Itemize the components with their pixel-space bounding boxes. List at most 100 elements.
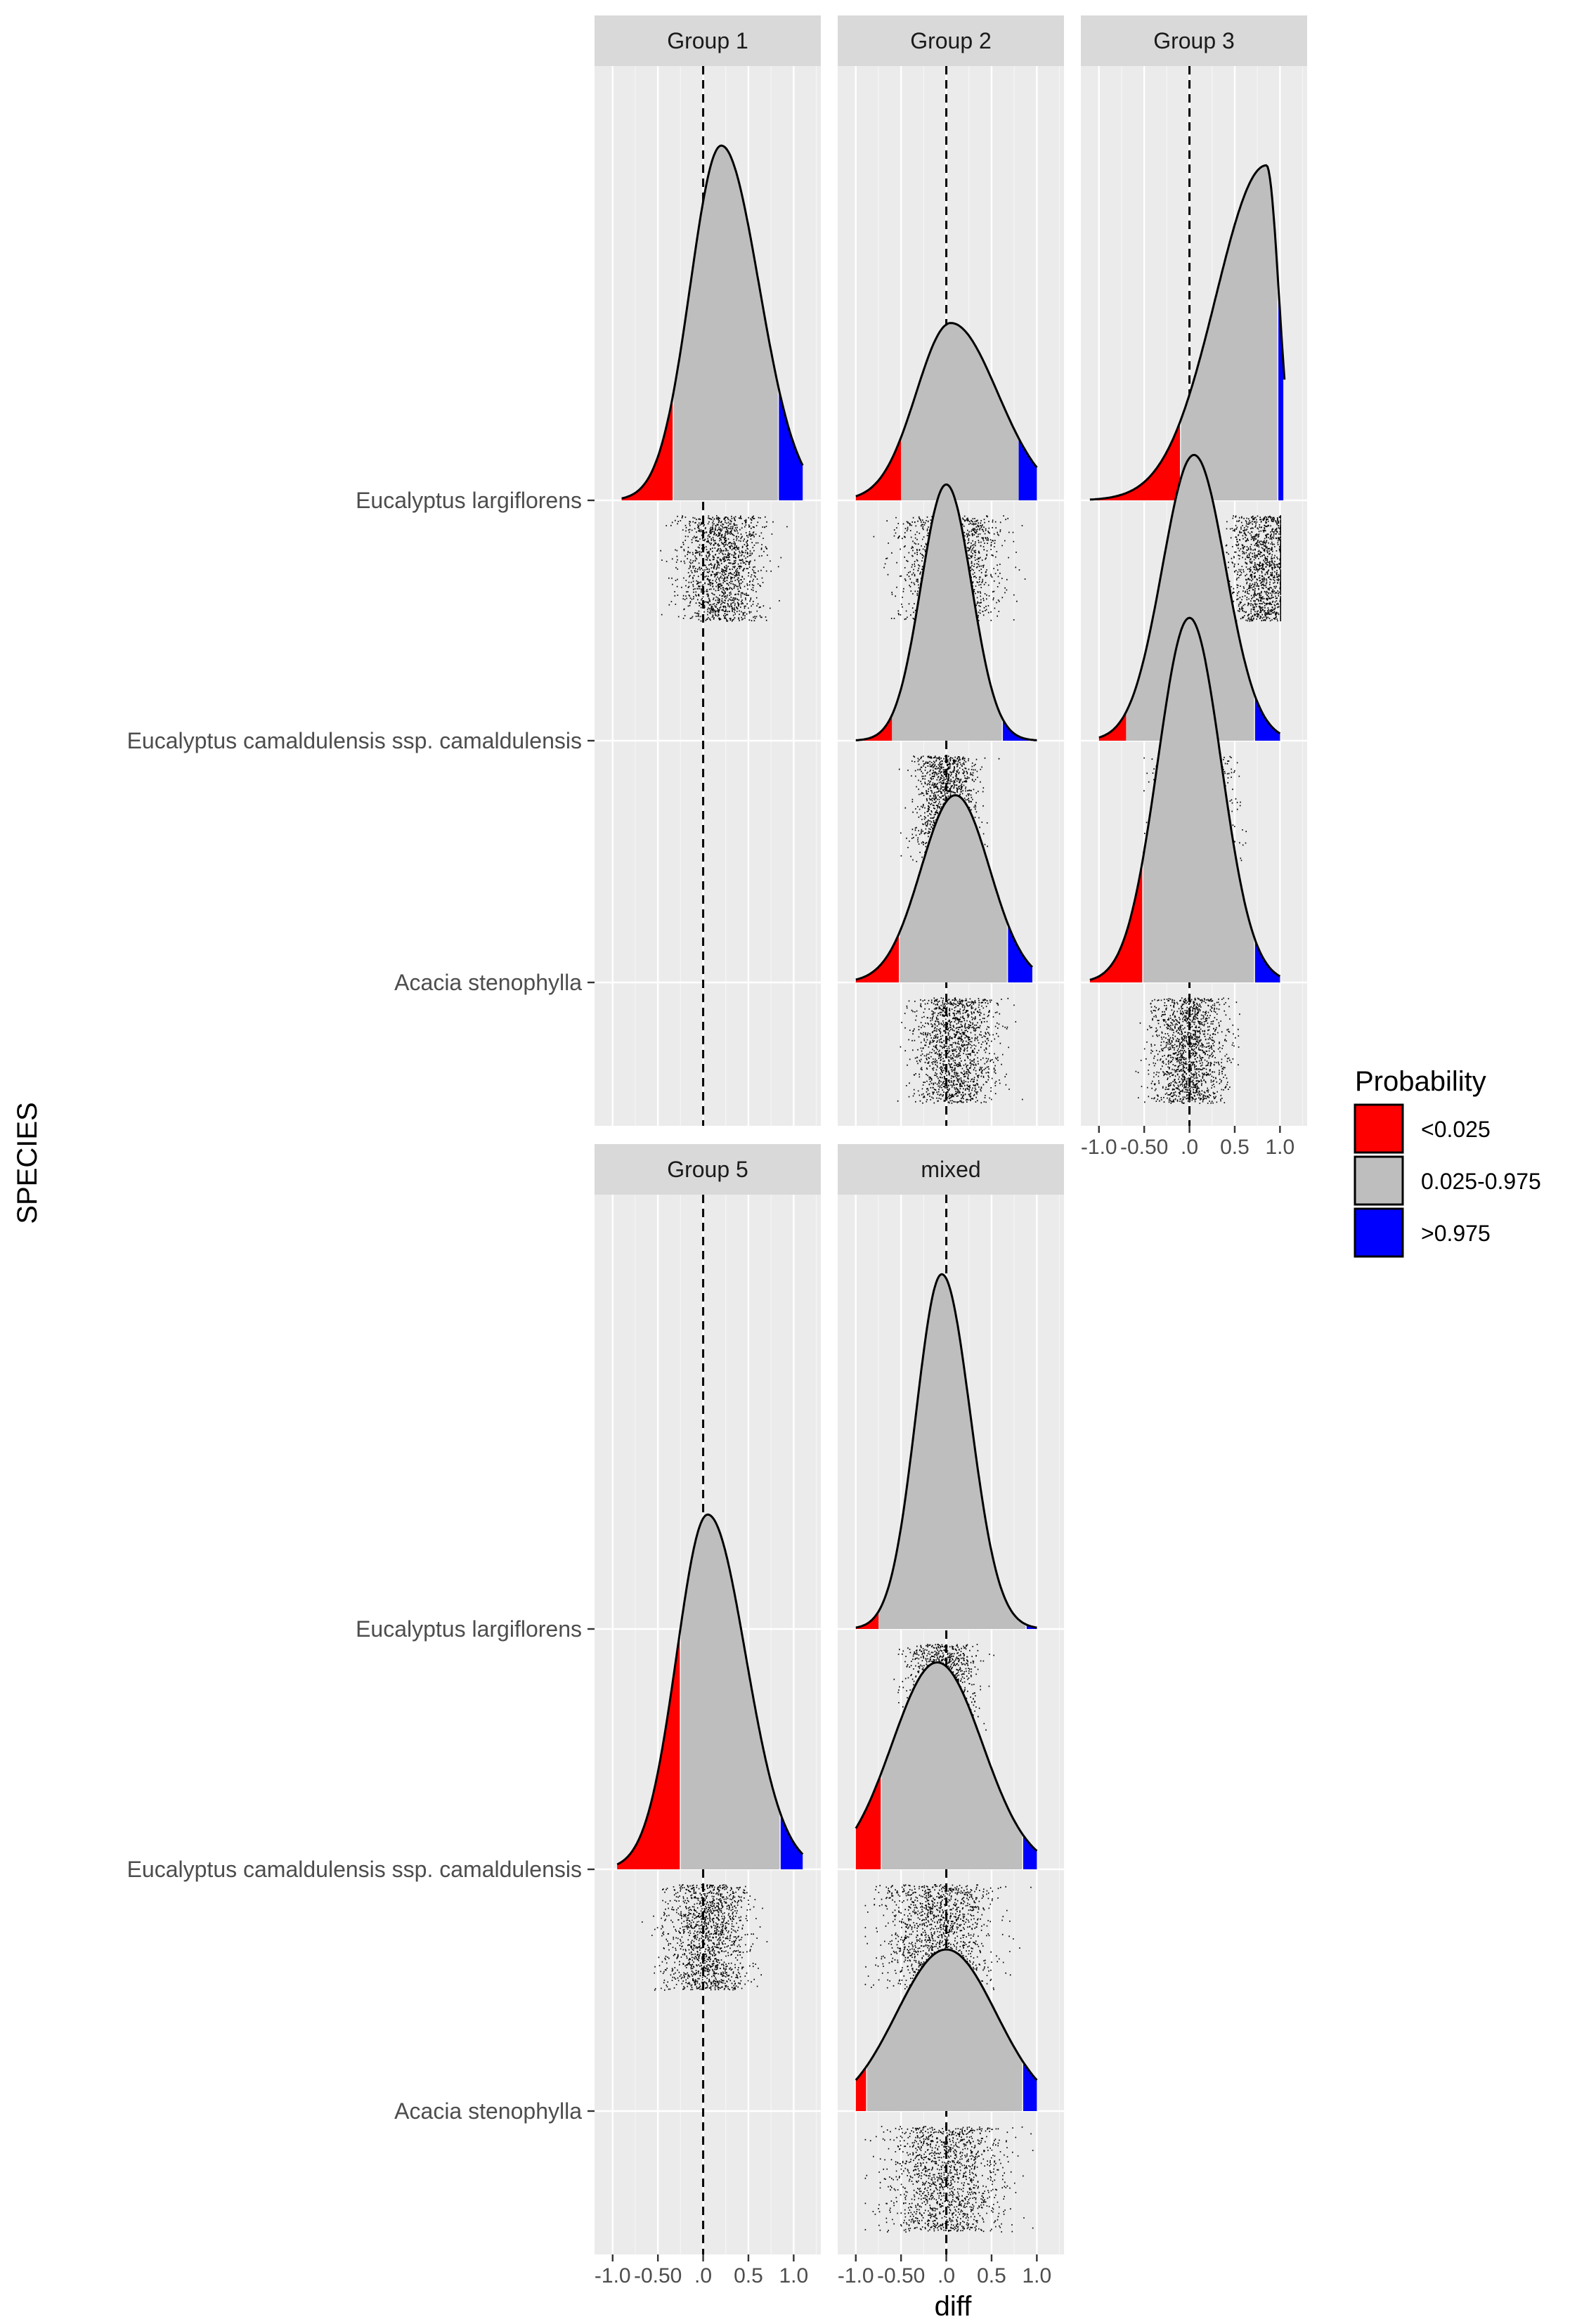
x-tick-label: -0.50 (634, 2264, 682, 2287)
x-tick-label: -0.50 (877, 2264, 925, 2287)
x-axes: -1.0 -0.50.0 0.5 1.0-1.0 -0.50.0 0.5 1.0 -1.0 -0… (595, 1126, 1294, 2287)
facet-strip (838, 1144, 1064, 1195)
density-curve (621, 144, 804, 500)
tail-low-area (855, 715, 893, 741)
density-curve (855, 1273, 1037, 1629)
x-tick-label: .0 (1181, 1136, 1198, 1159)
tail-high-area (1023, 2062, 1037, 2111)
tail-low-area (1089, 862, 1143, 982)
tail-low-area (1089, 422, 1180, 500)
facet-strip-label: Group 5 (667, 1157, 748, 1182)
y-tick-label: Eucalyptus largiflorens (356, 1616, 582, 1642)
central-area (681, 1514, 780, 1869)
facet-strip (595, 15, 821, 66)
density-curve (855, 1661, 1038, 1852)
central-area (900, 795, 1007, 982)
panel-group-3: Group 3 (1081, 15, 1307, 1126)
ridge-eucalyptus-camaldulensis-ssp-camaldulensis (616, 1513, 804, 1991)
tail-high-area (780, 1814, 803, 1869)
tail-high-area (1003, 719, 1037, 741)
facet-strip (838, 15, 1064, 66)
facet-strip-label: Group 3 (1153, 28, 1235, 53)
y-tick-label: Eucalyptus camaldulensis ssp. camaldulen… (127, 1857, 582, 1882)
x-tick-label: 1.0 (1266, 1136, 1295, 1159)
ridge-eucalyptus-largiflorens (855, 322, 1038, 622)
y-axis-row-1: Eucalyptus largiflorens Eucalyptus camald… (127, 488, 595, 995)
x-tick-label: 0.5 (1220, 1136, 1250, 1159)
facet-strip-label: Group 2 (910, 28, 992, 53)
legend-label: <0.025 (1421, 1117, 1491, 1142)
density-curve (855, 1948, 1038, 2081)
tail-low-area (855, 934, 899, 982)
tail-high-area (1254, 940, 1280, 982)
x-tick-label: 0.5 (734, 2264, 763, 2287)
density-curve (1089, 164, 1286, 501)
jitter-points (864, 2126, 1034, 2233)
y-tick-label: Acacia stenophylla (394, 2098, 582, 2124)
x-tick-label: .0 (694, 2264, 712, 2287)
jitter-points (897, 997, 1023, 1104)
density-curve (1089, 616, 1281, 981)
central-area (1126, 455, 1254, 741)
x-tick-label: 1.0 (779, 2264, 809, 2287)
central-area (673, 145, 778, 500)
ridge-eucalyptus-camaldulensis-ssp-camaldulensis (855, 1661, 1038, 1991)
jitter-points (642, 1884, 768, 1991)
central-area (901, 323, 1019, 500)
tail-low-area (1098, 712, 1127, 741)
density-curve (855, 322, 1038, 498)
legend-title: Probability (1355, 1066, 1486, 1097)
x-axis-title: diff (935, 2291, 973, 2322)
panel-group-2: Group 2 (838, 15, 1064, 1126)
x-tick-label: -1.0 (1081, 1136, 1117, 1159)
facet-strip-label: mixed (921, 1157, 980, 1182)
jitter-points (660, 515, 788, 622)
legend-key (1354, 1155, 1404, 1206)
x-tick-label: .0 (937, 2264, 955, 2287)
ridge-acacia-stenophylla (1089, 616, 1281, 1104)
y-axis-title: SPECIES (12, 1102, 43, 1223)
y-tick-label: Eucalyptus camaldulensis ssp. camaldulen… (127, 728, 582, 753)
central-area (1143, 618, 1254, 982)
legend-label: >0.975 (1421, 1221, 1491, 1246)
tail-low-area (855, 1611, 878, 1629)
x-tick-label: -0.50 (1120, 1136, 1168, 1159)
density-curve (855, 794, 1033, 981)
panel-group-5: Group 5 (595, 1144, 821, 2254)
y-axis-row-2: Eucalyptus largiflorens Eucalyptus camald… (127, 1616, 595, 2124)
density-curve (616, 1513, 804, 1866)
x-tick-label: 1.0 (1023, 2264, 1052, 2287)
tail-low-area (855, 437, 902, 500)
ridge-eucalyptus-largiflorens (621, 144, 804, 622)
y-tick-label: Eucalyptus largiflorens (356, 488, 582, 513)
tail-high-area (1018, 438, 1037, 500)
central-area (881, 1662, 1023, 1869)
tail-low-area (617, 1632, 680, 1869)
facet-strip (595, 1144, 821, 1195)
ridge-acacia-stenophylla (855, 1948, 1038, 2233)
x-tick-label: 0.5 (977, 2264, 1006, 2287)
ridge-eucalyptus-camaldulensis-ssp-camaldulensis (855, 483, 1037, 862)
y-tick-label: Acacia stenophylla (394, 970, 582, 995)
facet-panels: Group 1 Group 2 Group 3 Group 5 mixed (595, 15, 1307, 2254)
tail-low-area (855, 1774, 881, 1869)
jitter-points (1135, 997, 1240, 1104)
facet-strip-label: Group 1 (667, 28, 748, 53)
tail-high-area (1278, 287, 1284, 500)
x-axis-mixed: -1.0 -0.50 .0 0.5 1.0 (838, 2254, 1051, 2287)
legend-label: 0.025-0.975 (1421, 1169, 1541, 1194)
x-axis-group-3: -1.0 -0.50 .0 0.5 1.0 (1081, 1126, 1294, 1159)
ridge-eucalyptus-largiflorens (1089, 164, 1286, 622)
density-curve (855, 483, 1037, 741)
x-tick-label: -1.0 (595, 2264, 631, 2287)
x-axis-group-5: -1.0 -0.50 .0 0.5 1.0 (595, 2254, 808, 2287)
legend-key (1354, 1103, 1404, 1154)
panel-group-1: Group 1 (595, 15, 821, 1126)
legend: Probability <0.025 0.025-0.975 >0.975 (1354, 1066, 1541, 1258)
legend-key (1354, 1207, 1404, 1258)
y-axes: Eucalyptus largiflorens Eucalyptus camald… (127, 488, 595, 2124)
tail-low-area (621, 397, 673, 500)
jitter-points (1211, 515, 1281, 622)
x-tick-label: -1.0 (838, 2264, 874, 2287)
